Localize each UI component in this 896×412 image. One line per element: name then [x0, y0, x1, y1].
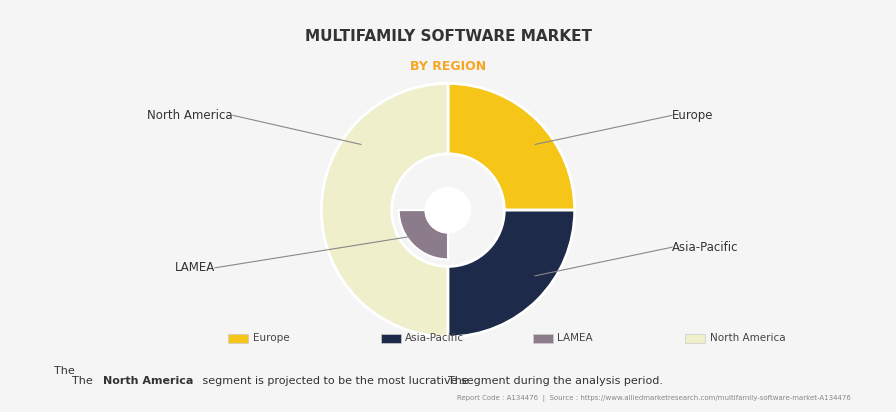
Text: BY REGION: BY REGION	[410, 60, 486, 73]
Text: segment is projected to be the most lucrative segment during the analysis period: segment is projected to be the most lucr…	[199, 376, 663, 386]
Text: LAMEA: LAMEA	[557, 333, 593, 343]
Wedge shape	[448, 84, 574, 210]
Text: North America: North America	[103, 376, 194, 386]
Wedge shape	[399, 210, 448, 260]
Text: MULTIFAMILY SOFTWARE MARKET: MULTIFAMILY SOFTWARE MARKET	[305, 29, 591, 44]
Text: North America: North America	[710, 333, 785, 343]
Text: Report Code : A134476  |  Source : https://www.alliedmarketresearch.com/multifam: Report Code : A134476 | Source : https:/…	[457, 395, 851, 402]
Text: The: The	[54, 366, 78, 376]
Text: The: The	[448, 376, 472, 386]
Text: The: The	[72, 376, 96, 386]
Wedge shape	[322, 84, 448, 337]
Text: Europe: Europe	[672, 109, 713, 122]
Text: Europe: Europe	[253, 333, 289, 343]
Wedge shape	[448, 210, 574, 337]
Circle shape	[426, 187, 470, 233]
Text: LAMEA: LAMEA	[175, 261, 215, 274]
Text: Asia-Pacific: Asia-Pacific	[672, 241, 738, 254]
Text: North America: North America	[147, 109, 233, 122]
Text: Asia-Pacific: Asia-Pacific	[405, 333, 464, 343]
